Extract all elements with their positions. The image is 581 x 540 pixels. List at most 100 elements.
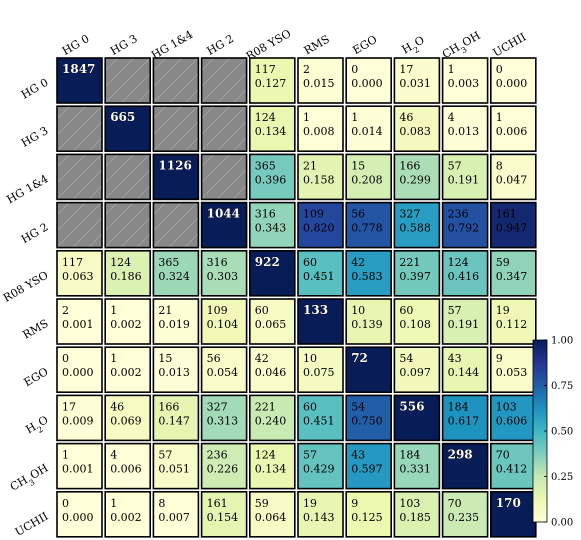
column-label: HG 0 [60,32,92,58]
cell-count: 43 [448,352,462,365]
masked-cell [152,57,200,104]
cell-fraction: 0.015 [303,77,335,90]
cell-count: 0 [62,497,69,510]
cell-fraction: 0.303 [207,270,239,283]
data-cell [441,394,489,442]
column-label-main: HG 1&4 [149,28,195,62]
data-cell [200,346,248,394]
row-label-main: HG 3 [19,124,51,150]
heatmap-cell: 100.075 [297,346,344,394]
data-cell [152,250,200,297]
row-label: HG 1&4 [4,172,50,206]
data-cell [104,346,151,394]
cell-count: 9 [496,352,503,365]
heatmap-cell: 10.003 [441,57,489,104]
heatmap-cell: 210.019 [152,298,200,345]
diagonal-value: 170 [496,496,521,510]
cell-fraction: 0.617 [448,414,480,427]
data-cell [56,394,103,442]
cell-count: 124 [255,449,276,462]
cell-fraction: 0.065 [255,318,286,331]
cell-fraction: 0.003 [448,77,480,90]
cell-fraction: 0.792 [448,222,480,235]
cell-fraction: 0.064 [255,511,286,524]
cell-count: 316 [207,256,228,269]
cell-fraction: 0.412 [496,463,528,476]
cell-fraction: 0.002 [110,511,142,524]
cell-count: 2 [303,63,310,76]
diagonal-cell [393,394,441,442]
cell-count: 327 [399,208,420,221]
cell-count: 10 [303,352,317,365]
data-cell [152,298,200,345]
cell-count: 184 [399,449,420,462]
heatmap-cell: 570.051 [152,442,200,490]
column-label: UCHII [491,30,529,59]
cell-fraction: 0.397 [399,270,431,283]
cell-fraction: 0.108 [399,318,431,331]
cell-fraction: 0.097 [399,366,431,379]
cell-count: 57 [158,449,172,462]
cell-count: 43 [351,449,365,462]
data-cell [249,105,296,152]
data-cell [345,153,393,201]
heatmap-cell: 556 [393,394,441,442]
cell-count: 117 [255,63,276,76]
heatmap-cell: 190.143 [297,490,344,538]
cell-fraction: 0.063 [62,270,94,283]
cell-count: 1 [303,111,310,124]
data-cell [56,490,103,538]
heatmap-cell: 560.778 [345,201,393,249]
column-label: H2O [400,33,429,59]
colorbar-tick-label: 0.50 [551,427,573,438]
heatmap-cell: 150.013 [152,346,200,394]
cell-fraction: 0.191 [448,318,480,331]
data-cell [104,298,151,345]
cell-count: 0 [351,63,358,76]
cell-fraction: 0.013 [158,366,190,379]
cell-count: 17 [62,400,76,413]
cell-count: 0 [62,352,69,365]
column-label-main: HG 3 [108,32,140,58]
cell-count: 1 [62,449,69,462]
cell-count: 109 [207,304,228,317]
data-cell [200,250,248,297]
data-cell [345,394,393,442]
data-cell [393,298,441,345]
cell-count: 57 [448,304,462,317]
cell-fraction: 0.597 [351,463,383,476]
heatmap-cell: 922 [249,250,296,297]
cell-count: 327 [207,400,228,413]
cell-fraction: 0.134 [255,463,286,476]
heatmap-cell: 10.006 [489,105,537,152]
data-cell [393,201,441,249]
data-cell [104,250,151,297]
cell-count: 109 [303,208,324,221]
data-cell [297,57,344,104]
data-cell [393,490,441,538]
cell-fraction: 0.158 [303,173,335,186]
data-cell [441,57,489,104]
heatmap-cell [104,57,151,104]
row-label-main: CH [8,473,30,493]
cell-count: 1 [448,63,455,76]
row-label: UCHII [13,510,51,539]
cell-count: 124 [110,256,131,269]
data-cell [489,250,537,297]
column-label-main: HG 0 [60,32,92,58]
cell-count: 70 [496,449,510,462]
cell-fraction: 0.820 [303,222,335,235]
data-cell [249,442,296,490]
column-label-main: EGO [351,33,380,57]
data-cell [249,394,296,442]
data-cell [56,298,103,345]
